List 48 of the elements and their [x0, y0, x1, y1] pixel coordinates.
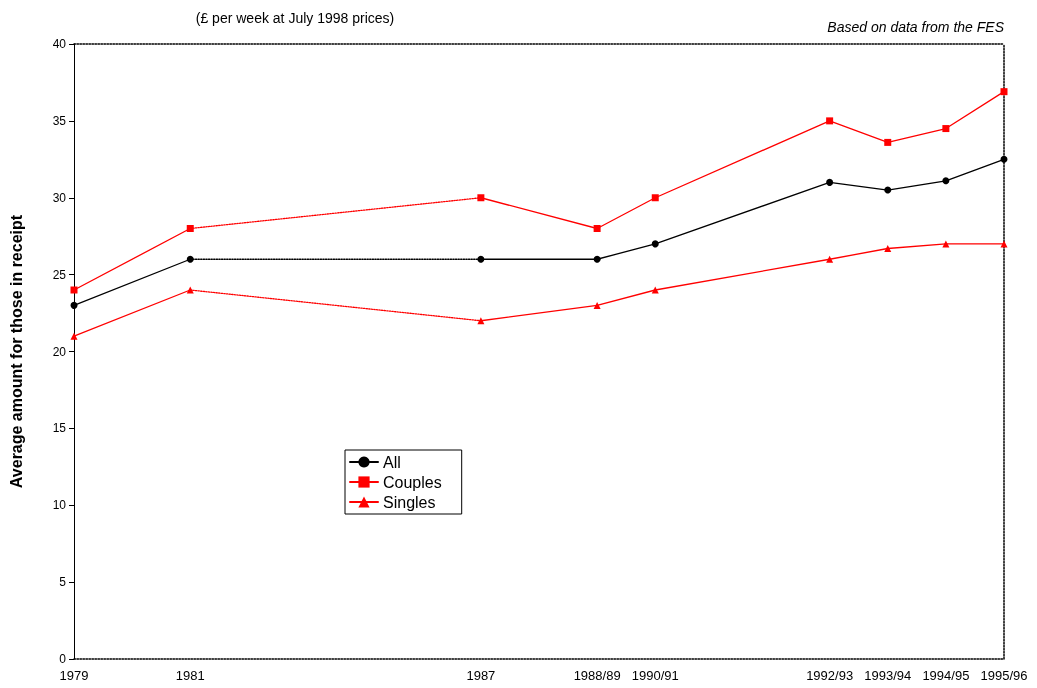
y-tick-label: 40 [52, 37, 67, 51]
point [186, 255, 194, 263]
x-tick-label: 1990/91 [631, 668, 679, 683]
point [826, 255, 834, 263]
legend-label: All [383, 453, 401, 471]
x-tick-label: 1987 [466, 668, 496, 683]
chart-subtitle: (£ per week at July 1998 prices) [195, 10, 395, 26]
legend-label: Singles [383, 493, 436, 511]
y-tick-label: 25 [52, 267, 67, 282]
y-axis-title: Average amount for those in receipt [7, 214, 25, 489]
x-tick-label: 1979 [59, 668, 89, 683]
point [651, 286, 659, 294]
x-tick-label: 1994/95 [922, 668, 970, 683]
point [826, 117, 834, 125]
y-tick-label: 35 [52, 113, 67, 128]
y-tick-label: 5 [59, 575, 67, 590]
point [593, 301, 601, 309]
point [651, 240, 659, 248]
y-tick-label: 10 [52, 498, 67, 513]
point [884, 244, 892, 252]
point [1000, 155, 1008, 163]
x-tick-label: 1995/96 [980, 668, 1028, 683]
point [1000, 240, 1008, 248]
point [593, 255, 601, 263]
point [477, 317, 485, 325]
point [186, 225, 194, 232]
point [826, 178, 834, 186]
y-tick-label: 20 [52, 344, 67, 359]
x-tick-label: 1981 [175, 668, 205, 683]
y-tick-label: 30 [52, 190, 67, 205]
point [593, 225, 601, 232]
point [477, 194, 485, 202]
x-tick-label: 1992/93 [806, 668, 854, 683]
y-tick-label: 15 [52, 421, 67, 436]
point [884, 186, 892, 194]
point [942, 125, 950, 133]
point [1000, 88, 1008, 96]
x-tick-label: 1993/94 [864, 668, 912, 683]
point [70, 301, 78, 309]
point [651, 194, 659, 202]
point [942, 177, 950, 185]
point [884, 138, 892, 146]
point [70, 286, 78, 294]
legend-label: Couples [383, 473, 442, 491]
point [477, 255, 485, 263]
y-tick-label: 0 [59, 652, 67, 666]
text: Based on data from the FES [827, 19, 1005, 35]
x-tick-label: 1988/89 [573, 668, 621, 683]
